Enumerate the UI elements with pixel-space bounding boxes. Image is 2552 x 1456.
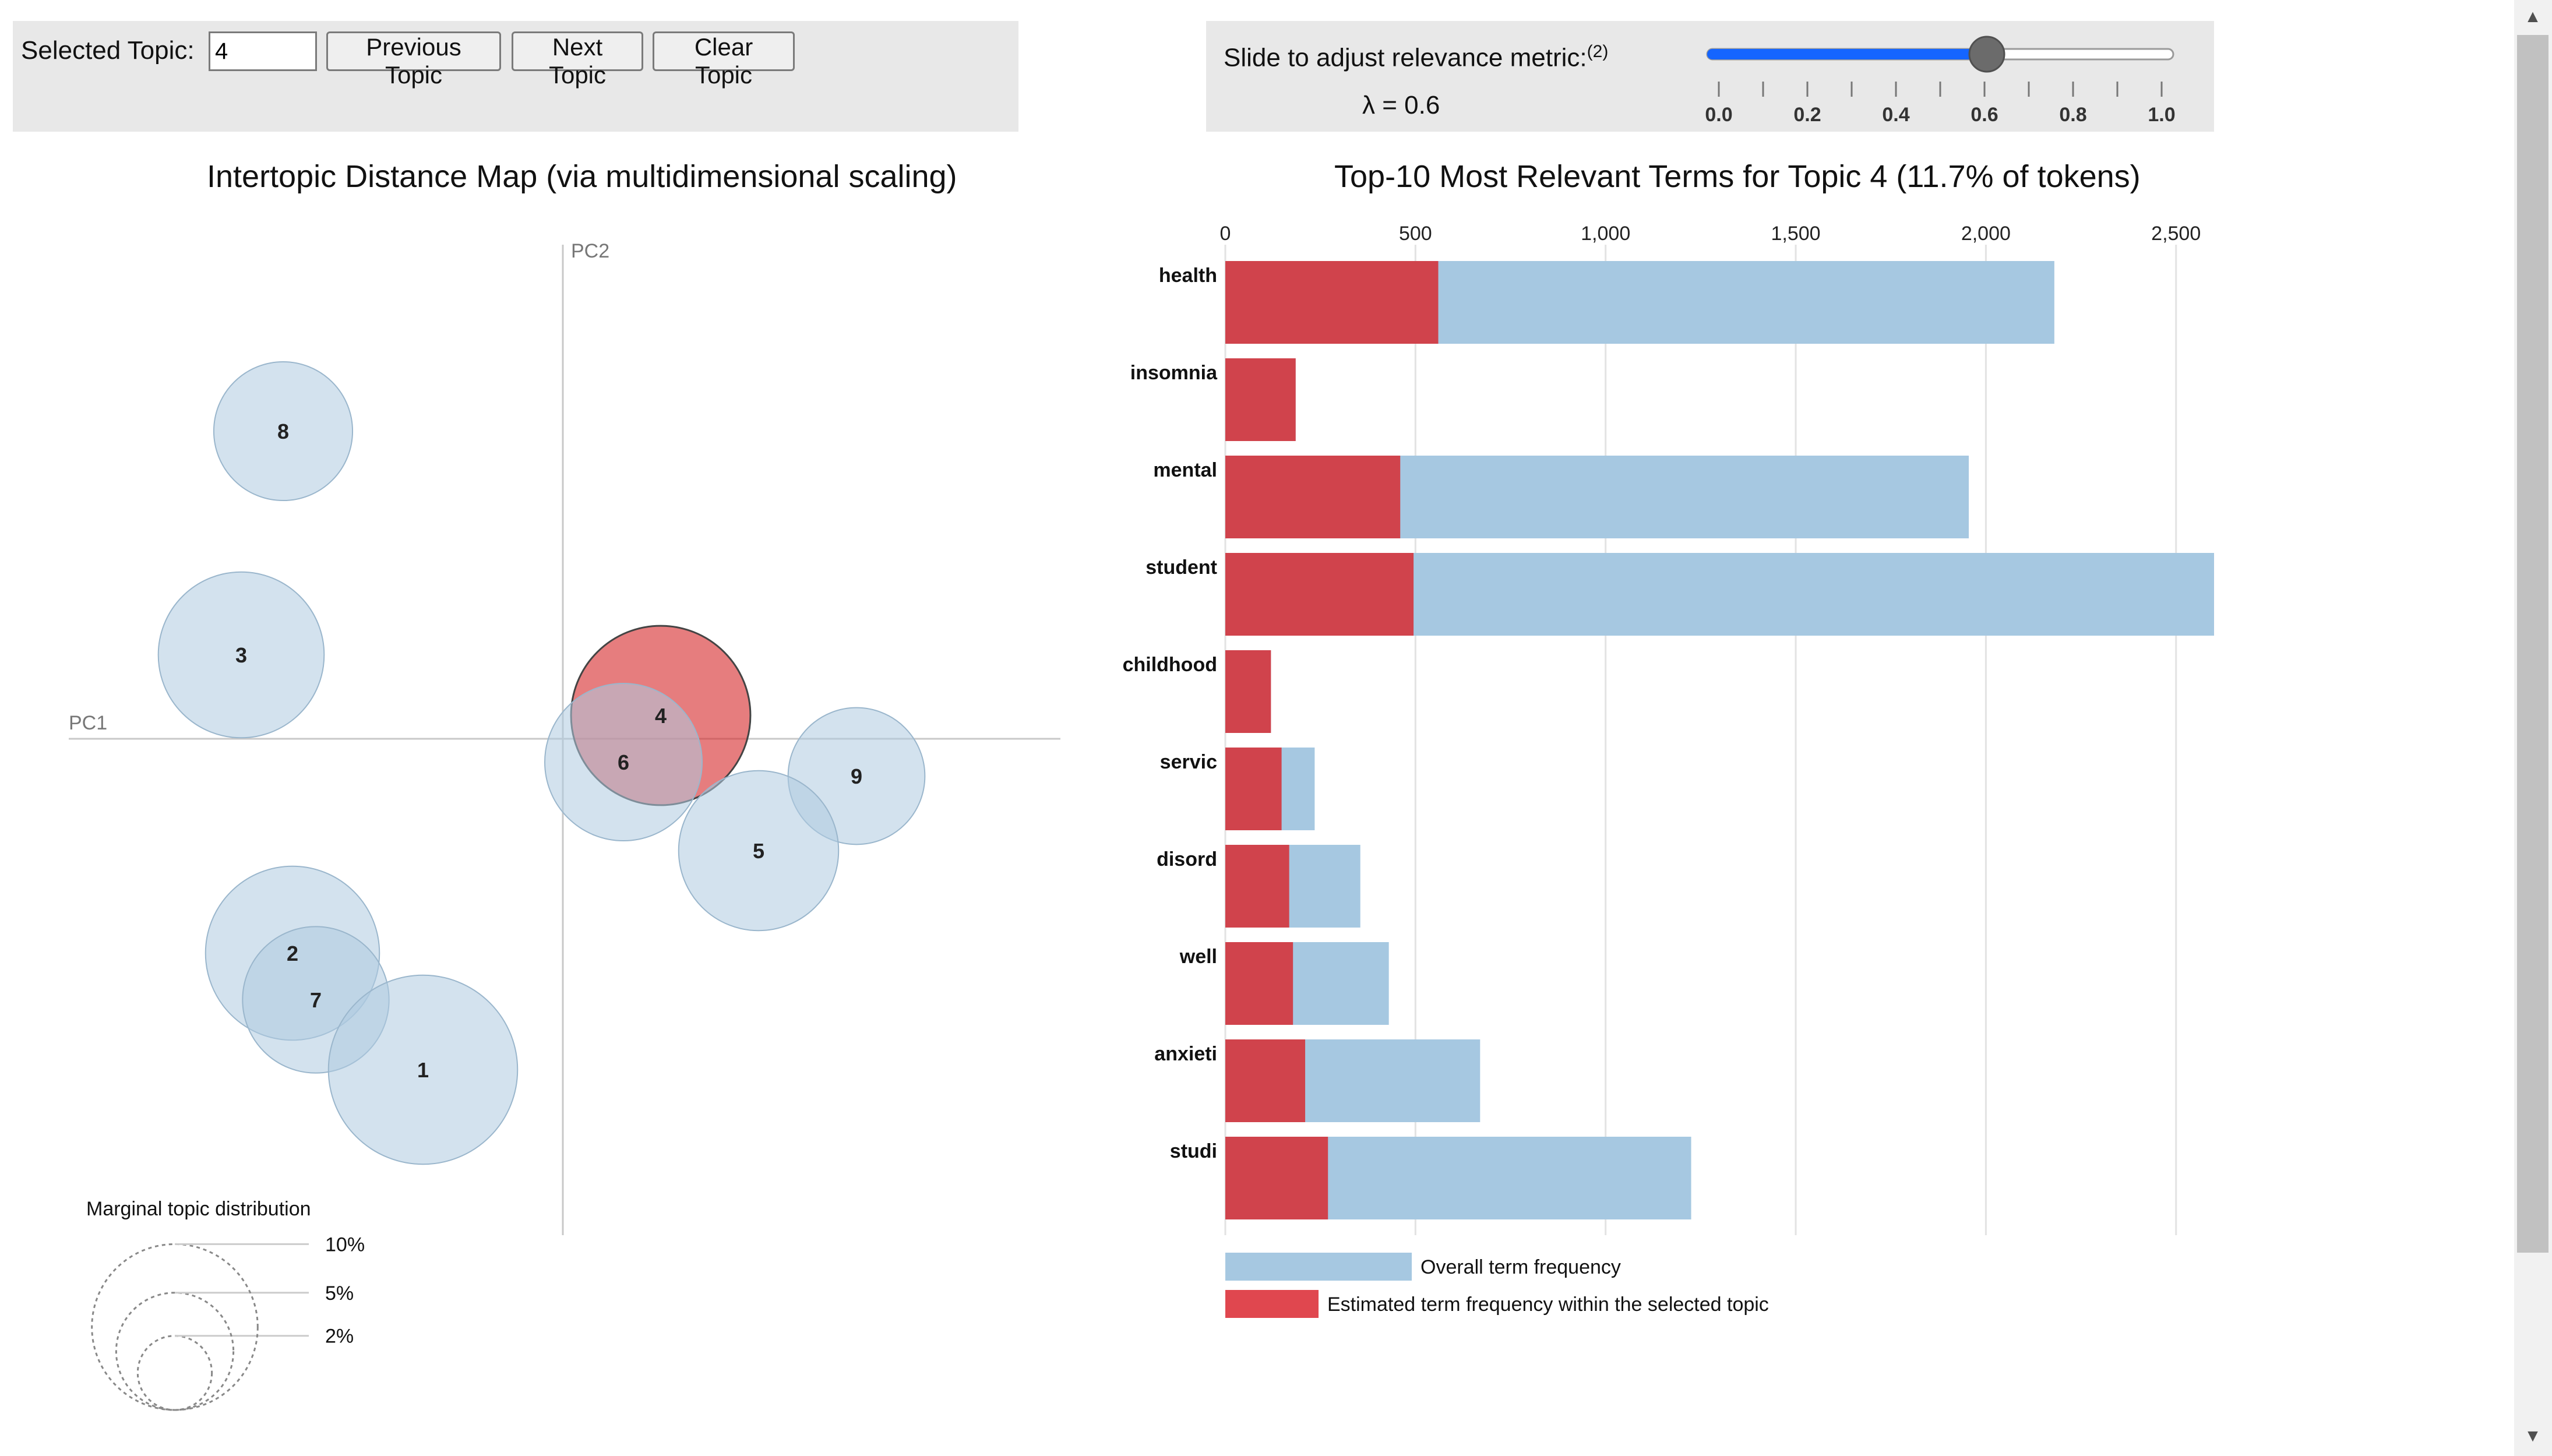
scrollbar-thumb[interactable] [2517,35,2549,1253]
intertopic-distance-map: PC2 PC1 8 3 4 6 9 5 27 1 Marginal topic distrib… [69,240,1060,1411]
legend-overall-label: Overall term frequency [1420,1256,1621,1278]
slider-label-text: Slide to adjust relevance metric: [1224,43,1587,72]
slider-tick-label: 1.0 [2148,104,2175,126]
relevant-terms-bar-chart: 0 500 1,000 1,500 2,000 2,500 health insomnia m… [1123,223,2214,1318]
topic-frequency-bar[interactable] [1225,650,1271,733]
bar-legend: Overall term frequency Estimated term fr… [1225,1253,1769,1318]
topic-bubble-label: 7 [310,988,322,1012]
size-legend-label: 5% [325,1282,354,1305]
next-topic-button[interactable]: Next Topic [512,31,643,89]
topic-frequency-bar[interactable] [1225,261,1439,344]
marginal-legend-title: Marginal topic distribution [86,1198,311,1220]
selected-topic-label: Selected Topic: [21,36,195,65]
slider-tick-label: 0.2 [1793,104,1821,126]
pc2-label: PC2 [571,240,609,262]
term-label[interactable]: anxieti [1154,1043,1217,1065]
topic-bubble-label: 6 [618,750,629,774]
topic-bubble-label: 1 [417,1058,429,1082]
slider-footnote: (2) [1587,42,1609,61]
pc1-label: PC1 [69,712,107,734]
term-label[interactable]: health [1159,265,1217,287]
bar-axis-tick-label: 1,000 [1581,223,1630,245]
topic-bubble-8[interactable] [213,361,354,502]
topic-bubble-label: 5 [753,839,764,863]
bar-axis-tick-label: 1,500 [1771,223,1820,245]
term-label[interactable]: insomnia [1130,362,1218,384]
topic-bubble-label: 3 [235,643,247,667]
clear-topic-button[interactable]: Clear Topic [653,31,795,89]
topic-frequency-bar[interactable] [1225,456,1401,538]
bar-axis-tick-label: 0 [1220,223,1231,245]
topic-bubble-label: 8 [277,419,289,443]
topic-bubble-label: 4 [655,704,667,728]
selected-topic-input[interactable] [209,31,317,71]
topic-frequency-bar[interactable] [1225,845,1289,928]
topic-bubble-6[interactable] [544,683,703,841]
size-legend-label: 2% [325,1325,354,1348]
bar-axis-tick-label: 2,500 [2151,223,2201,245]
previous-topic-button[interactable]: Previous Topic [326,31,501,89]
slider-tick-label: 0.4 [1882,104,1909,126]
term-label[interactable]: studi [1170,1140,1217,1162]
topic-frequency-bar[interactable] [1225,748,1282,830]
term-label[interactable]: mental [1153,459,1217,481]
intertopic-map-title: Intertopic Distance Map (via multidimens… [207,159,957,194]
topic-frequency-bar[interactable] [1225,942,1293,1025]
legend-topic-label: Estimated term frequency within the sele… [1327,1293,1769,1316]
slider-tick-label: 0.8 [2059,104,2086,126]
topic-bubble-label: 9 [851,764,862,788]
term-label[interactable]: disord [1157,848,1217,870]
scroll-down-arrow-icon[interactable]: ▼ [2524,1426,2542,1446]
slider-thumb[interactable] [1968,36,2005,73]
legend-topic-swatch [1225,1290,1319,1318]
topic-bubble-1[interactable] [327,974,519,1165]
bar-chart-title: Top-10 Most Relevant Terms for Topic 4 (… [1334,159,2141,194]
slider-tick-label: 0.0 [1705,104,1732,126]
size-legend-label: 10% [325,1233,365,1256]
size-legend-circle [91,1243,259,1411]
term-label[interactable]: student [1145,556,1217,579]
scroll-up-arrow-icon[interactable]: ▲ [2524,7,2542,26]
topic-bubble-3[interactable] [157,571,325,739]
term-label[interactable]: well [1179,946,1217,968]
topic-bubble-5[interactable] [678,770,840,932]
term-label[interactable]: childhood [1123,654,1217,676]
legend-overall-swatch [1225,1253,1412,1281]
topic-frequency-bar[interactable] [1225,1039,1306,1122]
topic-frequency-bar[interactable] [1225,358,1296,441]
bar-axis-tick-label: 500 [1399,223,1432,245]
slider-tick-label: 0.6 [1971,104,1998,126]
size-legend-circle [115,1292,235,1411]
lambda-readout: λ = 0.6 [1362,91,1440,119]
slider-fill [1707,49,1987,59]
relevance-control-panel [1206,21,2214,132]
relevance-slider[interactable]: 0.0 0.2 0.4 0.6 0.8 1.0 [1690,23,2202,134]
term-label[interactable]: servic [1160,751,1217,773]
size-legend-circle [136,1335,213,1411]
topic-bubble-label: 2 [287,942,298,965]
bar-axis-tick-label: 2,000 [1961,223,2011,245]
topic-frequency-bar[interactable] [1225,553,1414,636]
topic-frequency-bar[interactable] [1225,1137,1328,1219]
slider-label: Slide to adjust relevance metric:(2) [1224,42,1608,73]
